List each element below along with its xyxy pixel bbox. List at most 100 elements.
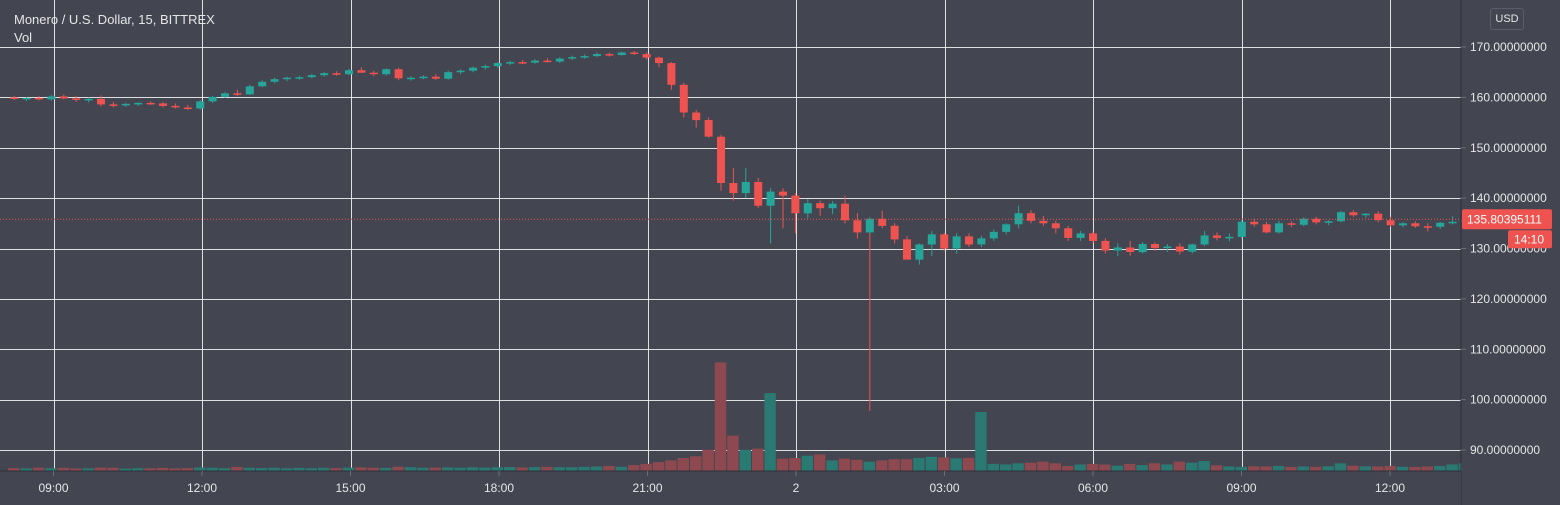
candle-body <box>221 93 229 97</box>
candle-body <box>965 236 973 245</box>
candle-body <box>1200 235 1209 245</box>
candle-body <box>134 102 143 105</box>
volume-bar <box>243 467 255 471</box>
candle-body <box>183 107 192 109</box>
volume-bar <box>1359 466 1371 471</box>
candle-body <box>667 63 676 85</box>
volume-bar <box>1012 463 1024 471</box>
volume-bar <box>776 458 789 471</box>
candle-body <box>47 96 56 100</box>
candle-body <box>369 72 378 75</box>
volume-bar <box>342 467 355 471</box>
candle-body <box>1423 226 1432 228</box>
candle-body <box>704 120 713 137</box>
candle-body <box>1064 228 1073 238</box>
volume-bar <box>1037 461 1049 471</box>
volume-bar <box>1198 461 1210 471</box>
volume-bar <box>789 458 801 471</box>
candle-body <box>1126 247 1135 252</box>
volume-bar <box>1446 464 1458 471</box>
candle-body <box>307 75 316 78</box>
x-axis-tick-label: 18:00 <box>484 481 514 495</box>
candle-body <box>555 58 564 62</box>
candle-body <box>816 203 825 209</box>
volume-bar <box>876 460 888 471</box>
volume-bar <box>851 459 863 471</box>
candle-body <box>1213 235 1221 238</box>
candle-body <box>72 98 81 100</box>
volume-bar <box>293 467 305 471</box>
candle-body <box>1448 221 1457 224</box>
candle-body <box>1324 221 1333 223</box>
volume-bar <box>640 463 652 471</box>
volume-bar <box>950 458 962 471</box>
candle-body <box>741 182 750 194</box>
candle-body <box>84 98 93 101</box>
x-axis-tick-label: 09:00 <box>1226 481 1256 495</box>
candle-body <box>121 103 130 106</box>
volume-bar <box>367 467 379 471</box>
volume-indicator-label[interactable]: Vol <box>14 30 33 45</box>
candle-body <box>1089 233 1097 241</box>
candle-body <box>146 102 155 105</box>
price-tag-label: 135.80395111 <box>1467 212 1542 226</box>
candle-body <box>1262 224 1271 233</box>
volume-bar <box>479 467 491 471</box>
volume-bar <box>181 468 193 472</box>
candle-body <box>989 231 998 239</box>
candle-body <box>828 203 837 209</box>
volume-bar <box>1421 466 1433 471</box>
symbol-title[interactable]: Monero / U.S. Dollar, 15, BITTREX <box>14 12 215 27</box>
volume-bar <box>913 458 925 471</box>
volume-bar <box>1099 464 1111 471</box>
candle-body <box>1337 212 1345 222</box>
candle-body <box>915 244 924 260</box>
volume-bar <box>528 467 541 471</box>
volume-bar <box>801 455 813 471</box>
y-axis-labels: 170.00000000 160.00000000 150.00000000 140.… <box>1461 40 1547 457</box>
volume-bar <box>739 449 751 471</box>
candle-body <box>1225 236 1234 239</box>
x-axis-tick-label: 15:00 <box>335 481 365 495</box>
countdown-label: 14:10 <box>1514 232 1544 246</box>
candle-body <box>444 72 453 79</box>
volume-bar <box>1396 466 1409 471</box>
volume-bar <box>491 467 503 471</box>
volume-bar <box>814 454 826 471</box>
volume-bar <box>454 467 466 471</box>
volume-bar <box>702 449 714 471</box>
x-axis-tick-label: 12:00 <box>1375 481 1405 495</box>
volume-bar <box>516 467 528 471</box>
y-axis-tick-label: 160.00000000 <box>1470 90 1547 104</box>
volume-bar <box>429 467 441 471</box>
volume-bar <box>603 466 615 471</box>
candle-body <box>1237 221 1246 237</box>
volume-bar <box>20 468 32 471</box>
volume-bar <box>268 467 280 471</box>
volume-bar <box>231 466 243 471</box>
x-axis-tick-label: 06:00 <box>1078 481 1108 495</box>
candle-body <box>1374 213 1383 221</box>
candle-body <box>890 225 899 240</box>
candle-body <box>841 203 849 221</box>
candle-body <box>35 97 43 100</box>
candle-body <box>419 76 428 79</box>
candle-body <box>1039 220 1048 224</box>
candle-body <box>10 97 19 99</box>
candle-body <box>233 93 242 95</box>
volume-bar <box>925 456 937 471</box>
volume-bar <box>70 468 82 471</box>
x-axis-tick-label: 2 <box>793 481 800 495</box>
volume-bar <box>1024 462 1037 471</box>
y-axis-tick-label: 150.00000000 <box>1470 141 1547 155</box>
currency-button[interactable]: USD <box>1490 8 1524 30</box>
volume-bar <box>132 468 144 471</box>
volume-bar <box>305 468 317 471</box>
volume-bar <box>466 467 479 471</box>
volume-bar <box>628 465 640 471</box>
volume-bar <box>107 467 119 471</box>
volume-bar <box>615 466 627 471</box>
volume-bar <box>32 467 45 471</box>
